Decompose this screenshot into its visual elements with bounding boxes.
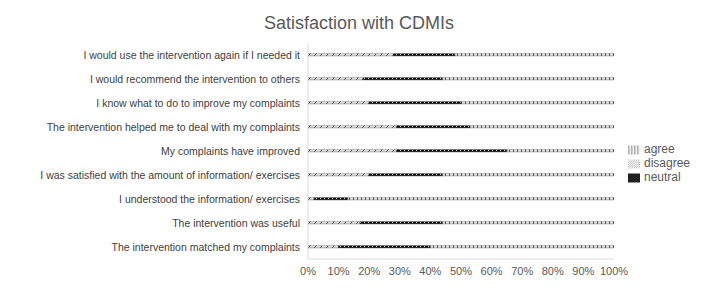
svg-text:I know what to do to improve m: I know what to do to improve my complain…	[96, 97, 300, 109]
svg-text:30%: 30%	[389, 265, 411, 277]
svg-text:I would use the intervention a: I would use the intervention again if I …	[83, 49, 300, 61]
html-text:disagree: disagree	[644, 156, 690, 170]
svg-text:I was satisfied with the amoun: I was satisfied with the amount of infor…	[40, 169, 300, 181]
svg-text:My complaints have improved: My complaints have improved	[161, 145, 300, 157]
svg-text:40%: 40%	[419, 265, 441, 277]
svg-text:20%: 20%	[358, 265, 380, 277]
svg-text:0%: 0%	[300, 265, 316, 277]
svg-text:10%: 10%	[328, 265, 350, 277]
svg-text:50%: 50%	[450, 265, 472, 277]
svg-text:70%: 70%	[511, 265, 533, 277]
html-text:neutral: neutral	[644, 170, 681, 184]
svg-text:The intervention was useful: The intervention was useful	[172, 217, 300, 229]
svg-text:80%: 80%	[542, 265, 564, 277]
svg-text:60%: 60%	[481, 265, 503, 277]
html-text:Satisfaction with CDMIs: Satisfaction with CDMIs	[264, 13, 454, 33]
svg-text:I would recommend the interven: I would recommend the intervention to ot…	[90, 73, 300, 85]
svg-text:I understood the information/: I understood the information/ exercises	[119, 193, 300, 205]
html-text:agree: agree	[644, 142, 675, 156]
svg-text:100%: 100%	[600, 265, 628, 277]
svg-text:The intervention matched my co: The intervention matched my complaints	[111, 241, 300, 253]
svg-text:90%: 90%	[572, 265, 594, 277]
svg-text:The intervention helped me to: The intervention helped me to deal with …	[47, 121, 300, 133]
